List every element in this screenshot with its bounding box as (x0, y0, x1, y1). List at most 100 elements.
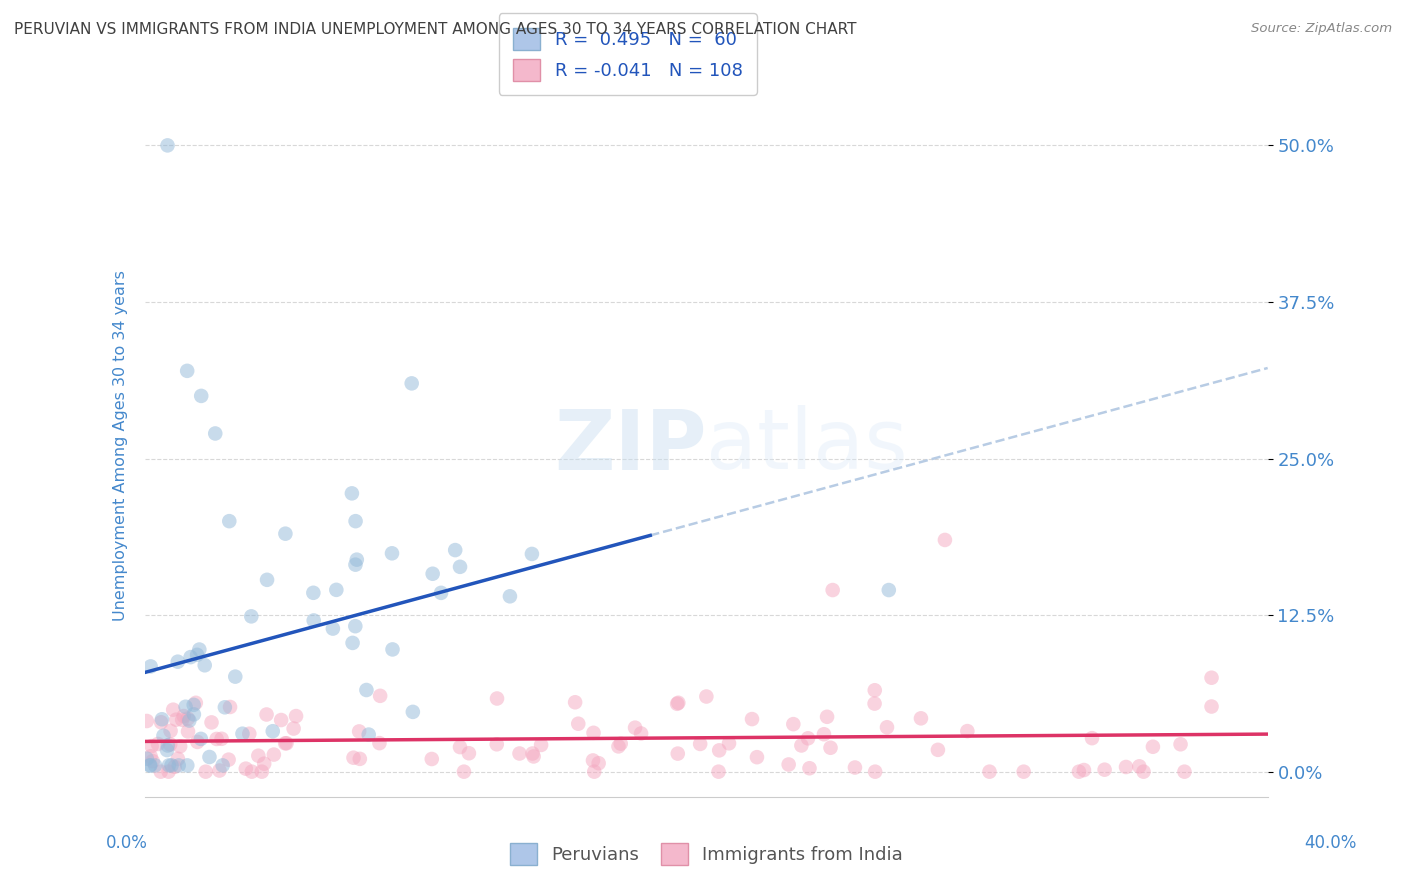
Point (1073, 763, 1095, 777)
Point (420, 752, 443, 766)
Point (1128, 759, 1150, 773)
Point (156, 739, 179, 753)
Point (240, 764, 263, 779)
Text: ZIP: ZIP (554, 406, 706, 486)
Point (240, 609, 263, 624)
Point (689, 737, 711, 751)
Point (1067, 764, 1090, 779)
Point (139, 758, 162, 772)
Point (381, 642, 404, 657)
Point (159, 723, 181, 738)
Point (876, 720, 898, 734)
Point (163, 760, 186, 774)
Text: Source: ZipAtlas.com: Source: ZipAtlas.com (1251, 22, 1392, 36)
Point (152, 729, 174, 743)
Point (156, 743, 179, 757)
Point (177, 712, 200, 726)
Point (342, 750, 364, 764)
Point (402, 705, 425, 719)
Point (778, 757, 800, 772)
Point (262, 724, 284, 739)
Point (956, 724, 979, 739)
Point (198, 750, 221, 764)
Point (205, 731, 228, 746)
Point (583, 764, 606, 779)
Point (214, 700, 236, 714)
Point (194, 764, 217, 779)
Point (194, 658, 217, 673)
Point (157, 758, 180, 772)
Point (357, 728, 380, 742)
Point (790, 739, 813, 753)
Point (422, 566, 444, 581)
Point (173, 709, 195, 723)
Point (139, 758, 162, 772)
Point (815, 710, 838, 724)
Point (218, 753, 240, 767)
Point (186, 735, 208, 749)
Point (302, 586, 325, 600)
Point (342, 636, 364, 650)
Point (797, 731, 820, 746)
Point (302, 614, 325, 628)
Point (160, 758, 183, 772)
Point (165, 713, 187, 727)
Point (183, 707, 205, 722)
Point (139, 659, 162, 673)
Point (247, 748, 270, 763)
Point (274, 736, 297, 750)
Point (607, 739, 630, 754)
Point (169, 739, 191, 754)
Point (150, 715, 173, 730)
Point (139, 749, 162, 764)
Legend: Peruvians, Immigrants from India: Peruvians, Immigrants from India (502, 836, 910, 871)
Point (283, 722, 305, 736)
Point (567, 716, 589, 731)
Point (142, 754, 165, 768)
Point (863, 697, 886, 711)
Point (184, 696, 207, 710)
Point (177, 724, 200, 739)
Point (624, 721, 647, 735)
Point (485, 737, 508, 751)
Point (582, 754, 605, 768)
Point (564, 695, 586, 709)
Point (356, 683, 378, 698)
Point (609, 737, 631, 751)
Y-axis label: Unemployment Among Ages 30 to 34 years: Unemployment Among Ages 30 to 34 years (114, 270, 128, 622)
Point (1115, 760, 1137, 774)
Point (344, 514, 367, 528)
Point (741, 712, 763, 726)
Point (630, 726, 652, 740)
Point (325, 582, 347, 597)
Point (1170, 737, 1192, 751)
Point (167, 752, 190, 766)
Point (820, 740, 842, 755)
Point (179, 714, 201, 728)
Point (219, 700, 242, 714)
Point (1094, 763, 1116, 777)
Point (927, 743, 949, 757)
Point (344, 558, 367, 572)
Point (270, 713, 292, 727)
Point (1201, 671, 1223, 685)
Point (813, 727, 835, 741)
Point (204, 426, 226, 441)
Point (1201, 699, 1223, 714)
Point (863, 683, 886, 698)
Point (167, 758, 190, 772)
Point (238, 727, 260, 741)
Point (844, 760, 866, 774)
Point (211, 758, 233, 772)
Point (159, 738, 181, 752)
Point (381, 546, 404, 560)
Point (174, 699, 197, 714)
Point (146, 737, 169, 751)
Point (530, 738, 553, 752)
Point (141, 739, 163, 753)
Point (176, 364, 198, 378)
Point (263, 747, 285, 762)
Point (285, 709, 308, 723)
Point (444, 543, 467, 558)
Point (368, 689, 391, 703)
